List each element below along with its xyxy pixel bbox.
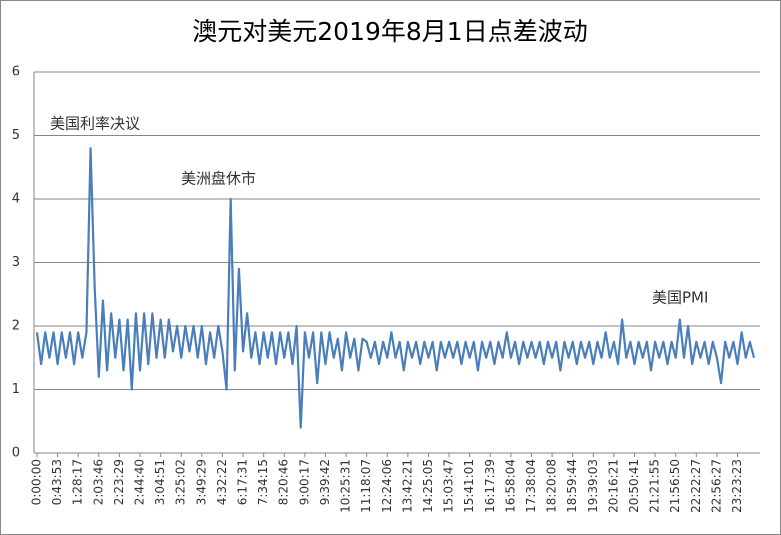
x-tick-label: 20:50:41: [627, 459, 641, 513]
y-tick-label: 5: [12, 128, 20, 143]
y-tick-label: 1: [12, 382, 20, 397]
x-tick-label: 23:23:23: [730, 459, 744, 513]
x-tick-label: 19:39:03: [586, 459, 600, 513]
x-tick-label: 2:03:46: [91, 459, 105, 505]
x-tick-label: 22:22:27: [689, 459, 703, 513]
x-tick-label: 12:24:06: [380, 459, 394, 513]
x-tick-label: 17:38:04: [524, 459, 538, 513]
x-tick-label: 6:17:31: [236, 459, 250, 505]
y-tick-label: 0: [12, 446, 20, 461]
x-tick-label: 2:44:40: [133, 459, 147, 505]
y-tick-label: 6: [12, 65, 20, 80]
annotation: 美国利率决议: [50, 115, 140, 133]
y-tick-label: 3: [12, 255, 20, 270]
annotation: 美国PMI: [652, 289, 708, 307]
y-tick-label: 2: [12, 319, 20, 334]
x-tick-label: 21:21:55: [648, 459, 662, 513]
x-tick-label: 22:56:27: [709, 459, 723, 513]
y-tick-label: 4: [12, 192, 20, 207]
x-tick-label: 11:18:07: [359, 459, 373, 513]
x-tick-label: 13:42:21: [400, 459, 414, 513]
x-tick-label: 1:28:17: [71, 459, 85, 505]
x-tick-label: 10:25:31: [339, 459, 353, 513]
annotation: 美洲盘休市: [181, 170, 256, 188]
x-tick-label: 7:34:15: [256, 459, 270, 505]
x-tick-label: 21:56:50: [668, 459, 682, 513]
x-tick-label: 15:41:01: [462, 459, 476, 513]
x-tick-label: 20:16:21: [606, 459, 620, 513]
x-tick-label: 3:49:29: [194, 459, 208, 505]
x-tick-label: 18:59:44: [565, 459, 579, 513]
x-tick-label: 0:43:53: [50, 459, 64, 505]
x-tick-label: 15:03:47: [442, 459, 456, 513]
x-tick-label: 16:17:39: [483, 459, 497, 513]
x-tick-label: 2:23:29: [112, 459, 126, 505]
x-tick-label: 9:39:42: [318, 459, 332, 505]
x-tick-label: 16:58:04: [503, 459, 517, 513]
data-line: [35, 147, 756, 429]
x-tick-label: 14:25:05: [421, 459, 435, 513]
x-tick-label: 8:20:46: [277, 459, 291, 505]
x-tick-label: 4:32:22: [215, 459, 229, 505]
x-tick-label: 18:20:08: [545, 459, 559, 513]
x-tick-label: 3:04:51: [153, 459, 167, 505]
chart-title: 澳元对美元2019年8月1日点差波动: [192, 17, 587, 46]
x-tick-label: 9:00:17: [297, 459, 311, 505]
x-tick-label: 0:00:00: [30, 459, 44, 505]
x-tick-label: 3:25:02: [174, 459, 188, 505]
